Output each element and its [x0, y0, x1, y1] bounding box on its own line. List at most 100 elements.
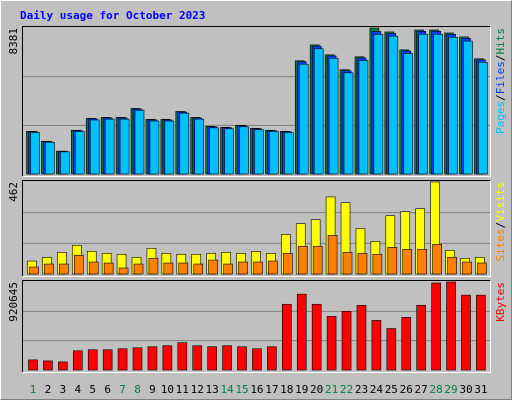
bar: [45, 141, 55, 175]
bar: [401, 317, 412, 371]
x-tick-label: 11: [176, 383, 189, 396]
x-tick-label: 19: [295, 383, 308, 396]
plot-border-light: [22, 180, 491, 277]
bar: [402, 249, 413, 275]
x-tick-label: 26: [400, 383, 413, 396]
bar: [298, 63, 309, 175]
bar: [239, 126, 249, 175]
legend-entry: Hits: [494, 28, 507, 55]
bar: [283, 252, 293, 275]
bar: [373, 34, 384, 175]
bar: [59, 263, 69, 275]
x-tick-label: 2: [45, 383, 52, 396]
bar: [284, 132, 294, 175]
x-tick-label: 6: [104, 383, 111, 396]
x-tick-label: 18: [280, 383, 293, 396]
bar: [149, 120, 160, 175]
bar: [386, 328, 397, 371]
bar: [462, 261, 472, 275]
bar: [358, 60, 369, 175]
bar: [356, 304, 367, 371]
bar: [478, 62, 488, 175]
bar: [89, 119, 100, 175]
bar: [162, 345, 173, 371]
bar: [117, 348, 128, 371]
chart-title: Daily usage for October 2023: [20, 9, 205, 22]
x-tick-label: 24: [370, 383, 384, 396]
x-tick-label: 28: [429, 383, 442, 396]
x-tick-label: 3: [60, 383, 67, 396]
bar: [357, 252, 368, 275]
x-tick-label: 23: [355, 383, 368, 396]
x-tick-label: 20: [310, 383, 323, 396]
bar: [134, 109, 145, 175]
x-tick-label: 21: [325, 383, 338, 396]
x-tick-label: 29: [444, 383, 457, 396]
bar: [163, 262, 174, 275]
bar: [223, 263, 233, 275]
bar: [463, 40, 473, 175]
legend: Pages/Files/Hits: [494, 28, 507, 134]
bar: [74, 131, 85, 175]
bar: [446, 281, 456, 371]
bar: [372, 253, 383, 275]
bar: [312, 246, 323, 275]
bar: [432, 244, 442, 275]
bar: [43, 360, 53, 371]
bar: [418, 33, 428, 175]
bar: [403, 53, 414, 175]
bar: [118, 267, 129, 275]
bar: [268, 260, 278, 275]
x-tick-label: 27: [415, 383, 428, 396]
bar: [209, 127, 219, 175]
x-tick-label: 10: [161, 383, 174, 396]
bar: [73, 254, 84, 275]
y-tick-label: 8381: [7, 28, 20, 55]
bar: [147, 346, 158, 371]
y-tick-label: 462: [7, 182, 20, 202]
bar: [311, 303, 322, 371]
bar: [133, 263, 144, 275]
bar: [297, 246, 308, 275]
bar: [341, 311, 352, 371]
bar: [237, 346, 247, 371]
x-tick-label: 4: [74, 383, 81, 396]
plot-border-light: [22, 280, 491, 373]
x-tick-label: 8: [134, 383, 141, 396]
x-tick-label: 17: [265, 383, 278, 396]
legend-entry: KBytes: [494, 282, 507, 322]
x-tick-label: 25: [385, 383, 398, 396]
bar: [476, 294, 486, 371]
bar: [102, 349, 113, 371]
bar: [387, 247, 398, 275]
bar: [326, 316, 337, 371]
bar: [296, 293, 307, 371]
x-tick-label: 1: [30, 383, 37, 396]
x-tick-label: 14: [220, 383, 234, 396]
bar: [177, 342, 188, 371]
bar: [269, 131, 279, 175]
x-tick-label: 9: [149, 383, 156, 396]
bar: [104, 118, 115, 175]
bar: [416, 304, 426, 371]
legend-separator: /: [494, 94, 507, 101]
x-tick-label: 5: [89, 383, 96, 396]
plot-border-dark: [22, 180, 491, 277]
x-tick-label: 22: [340, 383, 353, 396]
bar: [87, 349, 98, 371]
bar: [313, 48, 324, 175]
bar: [30, 132, 40, 175]
bar: [253, 261, 263, 275]
bar: [60, 151, 70, 175]
bar: [342, 251, 353, 275]
bar: [254, 129, 264, 175]
bar: [148, 257, 159, 275]
bar: [252, 348, 262, 371]
bar: [433, 33, 443, 175]
bar: [72, 350, 83, 371]
bar: [28, 359, 38, 371]
bar: [327, 235, 338, 275]
legend-entry: Visits: [494, 182, 507, 222]
legend-separator: /: [494, 55, 507, 62]
bar: [238, 261, 248, 275]
